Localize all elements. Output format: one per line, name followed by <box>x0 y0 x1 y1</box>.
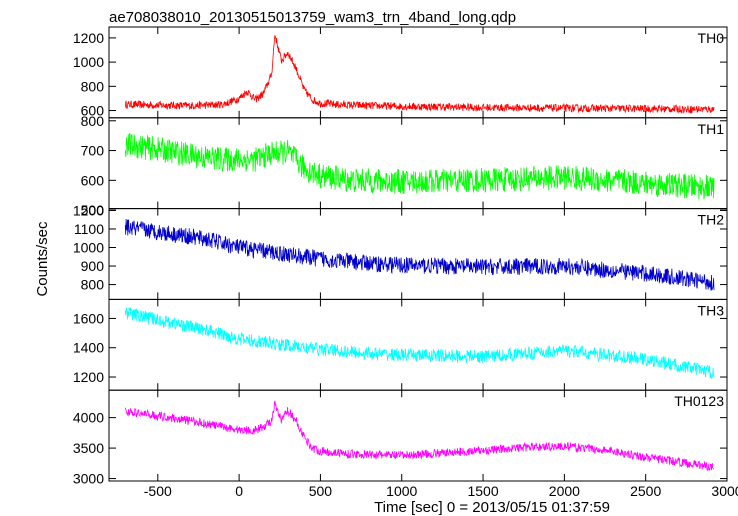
panel-label: TH2 <box>698 212 725 228</box>
panel-label: TH3 <box>698 302 725 318</box>
panel-th2: 800 900 1000 1100 1200 TH2 <box>73 202 728 300</box>
panel-frame <box>108 298 728 391</box>
series-line-th3 <box>124 306 715 379</box>
x-tick-label: 0 <box>235 483 243 499</box>
y-tick-label: 800 <box>81 277 105 293</box>
series-line-th1 <box>124 132 715 200</box>
x-tick-label: 1000 <box>386 483 417 499</box>
x-tick-label: -500 <box>144 483 172 499</box>
y-tick-label: 800 <box>81 113 105 129</box>
y-tick-label: 1400 <box>73 340 104 356</box>
panel-th3: 1200 1400 1600 TH3 <box>73 298 728 391</box>
y-tick-label: 600 <box>81 103 105 119</box>
panel-label: TH1 <box>698 121 725 137</box>
panel-th0: 600 800 1000 1200 TH0 <box>73 26 728 119</box>
panel-frame <box>108 208 728 300</box>
x-axis-label: Time [sec] 0 = 2013/05/15 01:37:59 <box>374 499 610 516</box>
x-tick-label: 500 <box>309 483 333 499</box>
panel-th0123: 3000 3500 4000 TH0123 <box>73 389 728 487</box>
y-tick-label: 900 <box>81 258 105 274</box>
y-tick-label: 1200 <box>73 202 104 218</box>
series-line-th2 <box>124 218 715 291</box>
y-tick-label: 1000 <box>73 240 104 256</box>
chart-title: ae708038010_20130515013759_wam3_trn_4ban… <box>109 9 516 26</box>
y-tick-label: 4000 <box>73 410 104 426</box>
panel-frame <box>108 389 728 482</box>
series-line-th0 <box>124 34 715 115</box>
y-tick-label: 1200 <box>73 369 104 385</box>
y-tick-label: 1100 <box>74 221 104 237</box>
y-tick-label: 3000 <box>73 471 104 487</box>
panel-label: TH0 <box>698 30 725 46</box>
y-tick-label: 500 <box>81 202 105 218</box>
x-tick-label: 3000 <box>711 483 738 499</box>
y-tick-label: 1000 <box>73 54 104 70</box>
y-tick-label: 1600 <box>73 310 104 326</box>
y-tick-label: 3500 <box>73 440 104 456</box>
y-tick-label: 1200 <box>73 30 104 46</box>
panel-frame <box>108 117 728 210</box>
panel-th1: 500 600 700 800 TH1 <box>81 113 728 218</box>
y-tick-label: 800 <box>81 78 105 94</box>
x-tick-label: 2000 <box>549 483 580 499</box>
y-tick-label: 600 <box>81 172 105 188</box>
x-tick-label: 2500 <box>630 483 661 499</box>
y-tick-label: 700 <box>81 143 105 159</box>
y-axis-label: Counts/sec <box>34 221 51 297</box>
x-tick-label: 1500 <box>467 483 498 499</box>
series-line-th0123 <box>124 400 715 472</box>
panel-label: TH0123 <box>674 393 724 409</box>
